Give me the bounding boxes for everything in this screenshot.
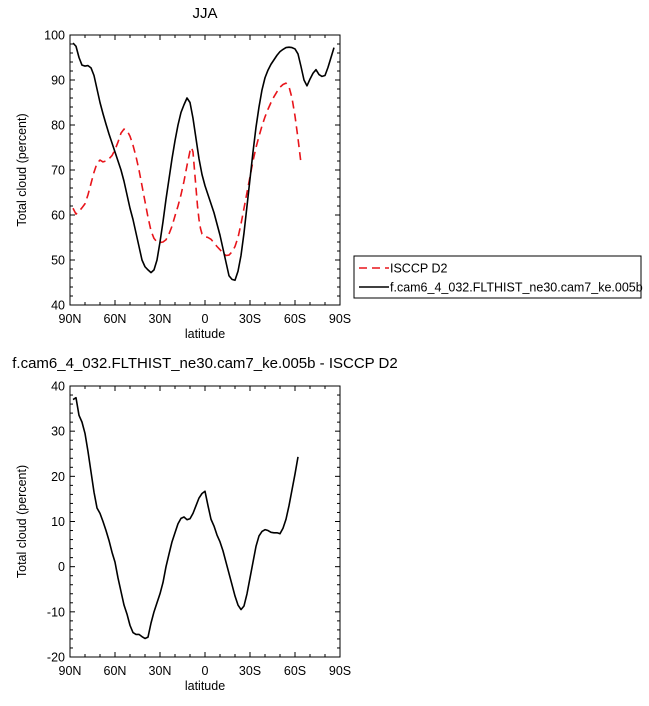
chart1-series-line-2: [72, 42, 335, 282]
chart1-title: JJA: [192, 5, 217, 22]
chart1-xtick-label: 60S: [284, 312, 306, 326]
chart1: JJA 90N 60N 30N 0 30S 60S 90S 40 50 60 70 80 90 100 lat…: [15, 5, 643, 341]
chart2-xtick-label: 30S: [239, 664, 261, 678]
chart1-ytick-label: 90: [51, 74, 65, 88]
chart2-plot-frame: [69, 385, 341, 658]
chart2-ytick-label: 40: [51, 380, 65, 394]
chart1-ytick-label: 70: [51, 164, 65, 178]
chart2-y-axis-label: Total cloud (percent): [15, 465, 29, 578]
chart2-xtick-label: 90S: [329, 664, 351, 678]
chart2-ytick-label: 10: [51, 515, 65, 529]
chart2-ytick-label: 20: [51, 470, 65, 484]
chart1-xtick-label: 90N: [59, 312, 82, 326]
chart1-legend-box: [353, 255, 642, 299]
chart2-x-axis-label: latitude: [185, 679, 225, 693]
chart1-x-axis-label: latitude: [185, 327, 225, 341]
chart1-legend: ISCCP D2 f.cam6_4_032.FLTHIST_ne30.cam7_k…: [353, 255, 643, 299]
chart1-ytick-label: 40: [51, 299, 65, 313]
chart1-legend-label-1: ISCCP D2: [390, 262, 447, 276]
chart1-xtick-label: 30S: [239, 312, 261, 326]
chart2: f.cam6_4_032.FLTHIST_ne30.cam7_ke.005b -…: [12, 355, 397, 693]
chart1-xtick-label: 30N: [149, 312, 172, 326]
chart2-series-line-1: [72, 396, 299, 640]
chart2-ytick-label: 30: [51, 425, 65, 439]
chart1-y-axis-label: Total cloud (percent): [15, 113, 29, 226]
chart1-xtick-label: 90S: [329, 312, 351, 326]
chart1-ytick-label: 80: [51, 119, 65, 133]
chart2-xtick-label: 90N: [59, 664, 82, 678]
chart2-ytick-label: 0: [58, 560, 65, 574]
chart1-plot-frame: [69, 34, 341, 306]
chart2-xtick-label: 0: [202, 664, 209, 678]
chart1-xtick-label: 0: [202, 312, 209, 326]
chart2-title: f.cam6_4_032.FLTHIST_ne30.cam7_ke.005b -…: [12, 355, 397, 372]
chart1-ytick-label: 50: [51, 254, 65, 268]
chart1-legend-label-2: f.cam6_4_032.FLTHIST_ne30.cam7_ke.005b: [390, 281, 643, 295]
chart1-xtick-label: 60N: [104, 312, 127, 326]
chart1-ytick-label: 100: [44, 29, 65, 43]
chart2-ytick-label: -10: [47, 605, 65, 619]
chart2-xtick-label: 60S: [284, 664, 306, 678]
chart2-ytick-label: -20: [47, 651, 65, 665]
chart2-xtick-label: 60N: [104, 664, 127, 678]
chart1-series-line-1: [72, 82, 302, 257]
chart2-xtick-label: 30N: [149, 664, 172, 678]
chart1-ytick-label: 60: [51, 209, 65, 223]
